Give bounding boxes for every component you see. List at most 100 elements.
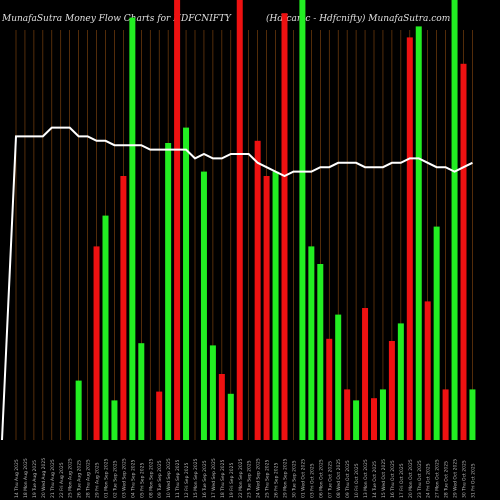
- bar-down: [406, 37, 413, 441]
- x-tick-label: 10 Wed Sep 2025: [166, 458, 172, 498]
- bar-down: [236, 0, 243, 440]
- x-tick-label: 22 Fri Aug 2025: [59, 462, 65, 498]
- x-tick-label: 04 Thu Sep 2025: [130, 459, 136, 498]
- x-tick-label: 10 Fri Oct 2025: [354, 463, 360, 498]
- bar-down: [362, 308, 369, 440]
- x-tick-label: 08 Wed Oct 2025: [336, 459, 342, 498]
- x-tick-label: 02 Tue Sep 2025: [112, 460, 118, 498]
- x-tick-label: 16 Tue Sep 2025: [202, 460, 208, 498]
- bar-up: [308, 246, 315, 440]
- x-tick-label: 12 Fri Sep 2025: [184, 463, 190, 498]
- x-tick-label: 25 Thu Sep 2025: [265, 459, 271, 498]
- bars: [75, 0, 476, 441]
- bar-down: [326, 338, 333, 440]
- x-tick-label: 08 Mon Sep 2025: [148, 458, 154, 498]
- bar-up: [299, 0, 306, 440]
- x-tick-label: 24 Fri Oct 2025: [426, 463, 432, 498]
- x-tick-label: 22 Mon Sep 2025: [238, 458, 244, 498]
- x-tick-label: 15 Wed Oct 2025: [381, 459, 387, 498]
- flow-line-group: [1, 126, 473, 441]
- x-tick-label: 31 Fri Oct 2025: [470, 463, 476, 498]
- x-tick-label: 03 Wed Sep 2025: [121, 458, 127, 498]
- x-tick-label: 06 Mon Oct 2025: [318, 459, 324, 498]
- bar-up: [138, 343, 145, 440]
- x-tick-label: 23 Tue Sep 2025: [247, 460, 253, 498]
- x-tick-label: 19 Tue Aug 2025: [32, 460, 38, 498]
- x-tick-label: 16 Thu Oct 2025: [390, 460, 396, 498]
- bar-up: [353, 400, 360, 440]
- x-tick-label: 25 Mon Aug 2025: [68, 458, 74, 498]
- bar-up: [75, 380, 82, 440]
- x-tick-label: 20 Mon Oct 2025: [408, 459, 414, 498]
- bar-down: [254, 140, 261, 441]
- bar-up: [451, 0, 458, 440]
- bar-up: [335, 314, 342, 440]
- bar-up: [200, 171, 207, 440]
- bar-up: [317, 264, 324, 440]
- x-tick-label: 01 Wed Oct 2025: [300, 459, 306, 498]
- x-tick-label: 24 Wed Sep 2025: [256, 458, 262, 498]
- bar-up: [415, 26, 422, 441]
- bar-up: [165, 143, 172, 440]
- bar-down: [442, 389, 449, 440]
- bar-down: [218, 374, 225, 440]
- flow-line: [1, 126, 473, 441]
- chart-subtitle: (Hdfcamc - Hdfcnifty) MunafaSutra.com: [266, 14, 451, 24]
- bar-down: [263, 176, 270, 440]
- bar-down: [344, 389, 351, 440]
- x-tick-label: 18 Thu Sep 2025: [220, 459, 226, 498]
- x-tick-label: 09 Tue Sep 2025: [157, 460, 163, 498]
- bar-up: [272, 171, 279, 440]
- bar-down: [424, 301, 431, 440]
- x-tick-label: 13 Mon Oct 2025: [363, 459, 369, 498]
- x-tick-label: 28 Thu Aug 2025: [86, 459, 92, 498]
- bar-up: [379, 389, 386, 440]
- x-tick-label: 30 Tue Sep 2025: [291, 460, 297, 498]
- x-tick-label: 20 Wed Aug 2025: [41, 458, 47, 498]
- x-tick-label: 26 Fri Sep 2025: [274, 463, 280, 498]
- bar-down: [93, 246, 100, 440]
- chart-header: MunafaSutra Money Flow Charts for HDFCNI…: [0, 14, 500, 28]
- bar-down: [156, 391, 163, 440]
- x-tick-label: 11 Thu Sep 2025: [175, 459, 181, 498]
- x-tick-label: 07 Tue Oct 2025: [327, 461, 333, 498]
- x-tick-label: 19 Fri Sep 2025: [229, 463, 235, 498]
- bar-down: [460, 63, 467, 441]
- x-tick-label: 26 Tue Aug 2025: [77, 460, 83, 498]
- bar-up: [111, 400, 118, 440]
- bar-down: [371, 398, 377, 440]
- x-tick-label: 23 Thu Oct 2025: [417, 460, 423, 498]
- x-tick-label: 29 Wed Oct 2025: [453, 459, 459, 498]
- bar-up: [129, 17, 136, 440]
- x-tick-label: 18 Mon Aug 2025: [23, 458, 29, 498]
- grid-lines: [15, 30, 473, 440]
- bar-up: [209, 345, 216, 440]
- bar-up: [469, 389, 476, 440]
- x-tick-label: 01 Mon Sep 2025: [104, 458, 110, 498]
- x-tick-labels: 14 Thu Aug 2025 18 Mon Aug 2025 19 Tue Aug…: [14, 458, 476, 498]
- x-tick-label: 17 Fri Oct 2025: [399, 463, 405, 498]
- bar-up: [397, 323, 404, 440]
- x-tick-label: 29 Mon Sep 2025: [283, 458, 289, 498]
- bar-down: [281, 13, 288, 440]
- x-tick-label: 14 Tue Oct 2025: [372, 461, 378, 498]
- chart-title: MunafaSutra Money Flow Charts for HDFCNI…: [2, 14, 231, 24]
- x-tick-label: 29 Fri Aug 2025: [95, 462, 101, 498]
- bar-down: [388, 341, 395, 440]
- x-tick-label: 30 Thu Oct 2025: [462, 460, 468, 498]
- bar-up: [227, 393, 234, 440]
- x-tick-label: 17 Wed Sep 2025: [211, 458, 217, 498]
- x-tick-label: 15 Mon Sep 2025: [193, 458, 199, 498]
- bar-up: [183, 127, 190, 440]
- bar-up: [102, 215, 109, 440]
- x-tick-label: 14 Thu Aug 2025: [14, 459, 20, 498]
- x-tick-label: 09 Thu Oct 2025: [345, 460, 351, 498]
- x-tick-label: 28 Tue Oct 2025: [444, 461, 450, 498]
- bar-up: [433, 226, 440, 440]
- x-tick-label: 21 Thu Aug 2025: [50, 459, 56, 498]
- x-tick-label: 03 Fri Oct 2025: [309, 463, 315, 498]
- bar-down: [120, 176, 127, 440]
- x-tick-label: 27 Mon Oct 2025: [435, 459, 441, 498]
- bar-down: [174, 0, 181, 440]
